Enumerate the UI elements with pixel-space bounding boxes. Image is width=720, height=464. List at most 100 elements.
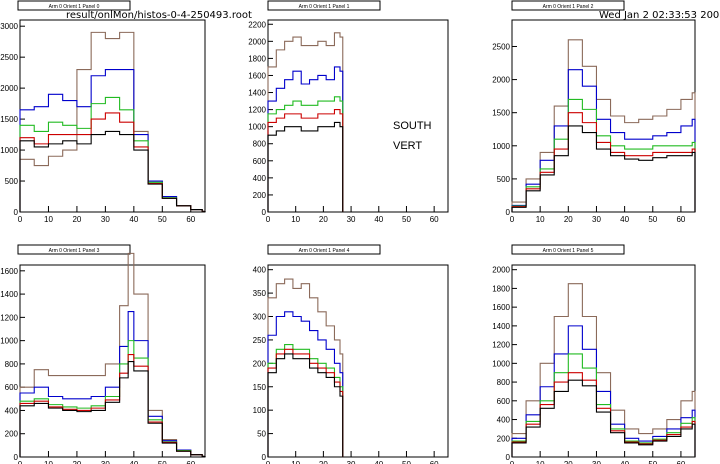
series-3-line xyxy=(511,112,696,212)
panel-title-box xyxy=(17,244,131,255)
x-tick-label: 20 xyxy=(564,215,573,224)
y-tick-label: 1400 xyxy=(248,89,266,98)
y-tick-label: 2000 xyxy=(492,76,510,85)
y-tick-label: 600 xyxy=(497,397,511,406)
x-tick-label: 20 xyxy=(72,460,81,464)
annotation-south: SOUTH xyxy=(393,120,432,132)
series-1-line xyxy=(19,310,206,457)
y-tick-label: 1200 xyxy=(248,106,266,115)
y-tick-label: 1000 xyxy=(492,142,510,151)
y-tick-label: 1500 xyxy=(0,115,18,124)
y-tick-label: 1600 xyxy=(0,267,18,276)
panel-title-box xyxy=(511,0,625,11)
panel-title: Arm 0 Orient 1 Panel 3 xyxy=(49,248,100,254)
x-tick-label: 40 xyxy=(374,460,383,464)
series-4-line xyxy=(267,121,344,212)
y-tick-label: 0 xyxy=(14,453,19,462)
series-3-line xyxy=(267,348,344,457)
panel-title: Arm 0 Orient 1 Panel 5 xyxy=(543,248,594,254)
y-tick-label: 200 xyxy=(253,191,267,200)
panel-5: Arm 0 Orient 1 Panel 5010203040506002004… xyxy=(492,244,696,464)
x-tick-label: 50 xyxy=(158,215,167,224)
x-tick-label: 0 xyxy=(510,215,515,224)
x-tick-label: 60 xyxy=(676,215,685,224)
y-tick-label: 300 xyxy=(253,313,267,322)
y-tick-label: 1000 xyxy=(0,146,18,155)
x-tick-label: 0 xyxy=(510,460,515,464)
series-2-line xyxy=(19,340,206,457)
series-4-line xyxy=(19,361,206,457)
y-tick-label: 2000 xyxy=(492,266,510,275)
series-1-line xyxy=(267,311,344,457)
x-tick-label: 60 xyxy=(186,460,195,464)
panel-4: Arm 0 Orient 1 Panel 4 0 10 20 30 40 50 60 0 50 10… xyxy=(253,244,449,464)
x-tick-label: 0 xyxy=(266,460,271,464)
y-tick-label: 1400 xyxy=(0,290,18,299)
y-tick-label: 1200 xyxy=(0,313,18,322)
y-tick-label: 2200 xyxy=(248,20,266,29)
panel-title-box xyxy=(17,0,131,11)
panel-1: Arm 0 Orient 1 Panel 10 10 20 30 40 50 6002004… xyxy=(248,0,449,224)
x-tick-label: 10 xyxy=(536,215,545,224)
y-tick-label: 800 xyxy=(253,140,267,149)
x-tick-label: 0 xyxy=(18,460,23,464)
y-tick-label: 1800 xyxy=(248,54,266,63)
x-tick-label: 60 xyxy=(430,460,439,464)
x-tick-label: 20 xyxy=(564,460,573,464)
y-tick-label: 2500 xyxy=(492,42,510,51)
y-tick-label: 1600 xyxy=(248,71,266,80)
series-1-line xyxy=(267,66,344,212)
x-tick-label: 0 xyxy=(266,215,271,224)
panel-3: Arm 0 Orient 1 Panel 3010203040506002004… xyxy=(0,244,206,464)
x-tick-label: 60 xyxy=(186,215,195,224)
y-tick-label: 800 xyxy=(5,360,19,369)
x-tick-label: 10 xyxy=(291,215,300,224)
y-tick-label: 1200 xyxy=(492,341,510,350)
y-tick-label: 200 xyxy=(497,434,511,443)
x-tick-label: 50 xyxy=(402,460,411,464)
x-tick-label: 30 xyxy=(101,460,110,464)
x-tick-label: 20 xyxy=(319,215,328,224)
series-4-line xyxy=(19,130,206,212)
x-tick-label: 10 xyxy=(44,460,53,464)
x-tick-label: 30 xyxy=(347,215,356,224)
y-tick-label: 2000 xyxy=(0,84,18,93)
panel-title: Arm 0 Orient 1 Panel 1 xyxy=(299,4,350,10)
x-tick-label: 30 xyxy=(592,460,601,464)
series-1-line xyxy=(19,68,206,212)
x-tick-label: 60 xyxy=(430,215,439,224)
y-tick-label: 100 xyxy=(253,406,267,415)
series-4-line xyxy=(511,125,696,212)
x-tick-label: 30 xyxy=(101,215,110,224)
plot-frame xyxy=(19,19,206,213)
y-tick-label: 1000 xyxy=(492,359,510,368)
datetime-label: Wed Jan 2 02:33:53 2008 xyxy=(599,10,720,21)
plot-frame xyxy=(511,264,696,458)
y-tick-label: 350 xyxy=(253,289,267,298)
series-0-line xyxy=(267,32,344,212)
y-tick-label: 1500 xyxy=(492,109,510,118)
x-tick-label: 30 xyxy=(347,460,356,464)
y-tick-label: 1000 xyxy=(248,123,266,132)
y-tick-label: 400 xyxy=(253,174,267,183)
x-tick-label: 50 xyxy=(158,460,167,464)
x-tick-label: 40 xyxy=(129,460,138,464)
x-tick-label: 10 xyxy=(536,460,545,464)
y-tick-label: 0 xyxy=(262,208,267,217)
series-3-line xyxy=(267,109,344,212)
panel-title-box xyxy=(511,244,625,255)
x-tick-label: 60 xyxy=(676,460,685,464)
series-2-line xyxy=(267,96,344,212)
panel-title: Arm 0 Orient 1 Panel 4 xyxy=(299,248,350,254)
series-0-line xyxy=(19,252,206,457)
series-2-line xyxy=(19,96,206,212)
x-tick-label: 30 xyxy=(592,215,601,224)
y-tick-label: 600 xyxy=(253,157,267,166)
plot-frame xyxy=(511,19,696,213)
y-tick-label: 2500 xyxy=(0,53,18,62)
y-tick-label: 250 xyxy=(253,336,267,345)
y-tick-label: 1400 xyxy=(492,322,510,331)
y-tick-label: 0 xyxy=(14,208,19,217)
y-tick-label: 50 xyxy=(257,430,266,439)
y-tick-label: 500 xyxy=(497,175,511,184)
